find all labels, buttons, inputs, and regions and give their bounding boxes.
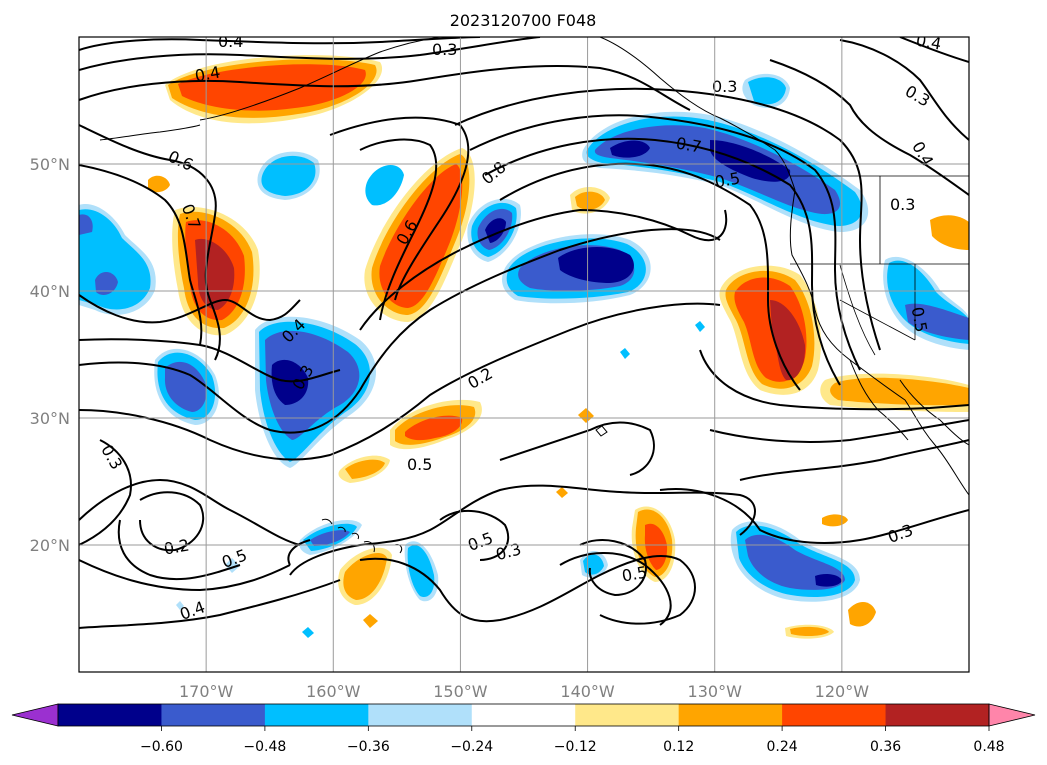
pos-area-small-2 <box>570 186 610 214</box>
colorbar-tick-label: 0.24 <box>767 739 798 755</box>
colorbar-tick-label: 0.48 <box>973 739 1004 755</box>
colorbar-segment <box>264 704 369 726</box>
gulf-california <box>899 379 969 446</box>
colorbar-segment <box>678 704 783 726</box>
neg-area-coast-south <box>883 256 969 350</box>
colorbar-tick-label: −0.36 <box>347 739 390 755</box>
colorbar-extend-high <box>988 703 1036 727</box>
latitude-label: 40°N <box>30 282 70 301</box>
longitude-labels: 170°W 160°W 150°W 140°W 130°W 120°W <box>179 682 869 701</box>
neg-area-sw-islands <box>176 520 439 638</box>
contour-label: 0.2 <box>162 535 190 558</box>
shaded-fields <box>79 55 969 639</box>
colorbar-segment <box>161 704 266 726</box>
neg-area-40n-140w <box>502 234 651 304</box>
contour-label: 0.5 <box>713 168 741 191</box>
contour-label: 0.3 <box>712 77 737 96</box>
alaska-peninsula <box>199 37 441 121</box>
contour-label: 0.4 <box>193 62 221 85</box>
map-frame <box>78 36 970 673</box>
contour-label: 0.3 <box>890 195 915 214</box>
pos-area-small-1 <box>148 175 170 193</box>
contour-label: 0.7 <box>675 133 703 156</box>
colorbar-tick-label: 0.36 <box>870 739 901 755</box>
contour-lines <box>79 37 969 629</box>
longitude-label: 170°W <box>179 682 234 701</box>
colorbar-segment <box>885 704 990 726</box>
colorbar-tick-label: −0.48 <box>243 739 286 755</box>
hawaii-islands <box>321 518 403 554</box>
pos-area-california <box>719 265 821 395</box>
colorbar-tick-label: −0.60 <box>140 739 183 755</box>
colorbar-segment <box>471 704 576 726</box>
latitude-label: 50°N <box>30 155 70 174</box>
longitude-label: 120°W <box>815 682 870 701</box>
pos-area-170w <box>172 206 260 336</box>
pos-area-south-small <box>785 514 876 639</box>
colorbar-segment <box>58 704 162 726</box>
neg-area-west-edge <box>79 204 156 315</box>
colorbar-extend-low <box>11 703 59 727</box>
map-panel: 0.4 0.3 0.4 0.3 0.3 0.4 0.6 0.7 0.6 0.8 … <box>79 31 969 672</box>
colorbar-tick-label: −0.12 <box>554 739 597 755</box>
contour-label: 0.4 <box>218 32 243 51</box>
latitude-label: 20°N <box>30 536 70 555</box>
pos-area-east-edge <box>930 215 969 250</box>
pos-area-aleutian <box>165 55 383 124</box>
longitude-label: 140°W <box>560 682 615 701</box>
colorbar-segment <box>782 704 887 726</box>
longitude-label: 160°W <box>306 682 361 701</box>
contour-label: 0.5 <box>407 455 432 474</box>
neg-area-140w-20n <box>580 321 705 578</box>
neg-area-125w-20n <box>730 521 860 602</box>
colorbar-tick-label: −0.24 <box>450 739 493 755</box>
pos-area-30n-150w <box>338 399 482 483</box>
chart-title: 2023120700 F048 <box>450 11 597 30</box>
gridlines <box>79 37 969 672</box>
longitude-label: 150°W <box>433 682 488 701</box>
longitude-label: 130°W <box>688 682 743 701</box>
neg-area-160w-33n <box>255 316 377 468</box>
state-border-5 <box>839 299 916 341</box>
neg-area-48n-148w <box>467 198 521 262</box>
colorbar-frame <box>57 703 990 727</box>
pos-area-small-3 <box>556 408 594 498</box>
colorbar-segment <box>368 704 473 726</box>
state-border-2 <box>839 264 876 356</box>
colorbar-segment <box>575 704 680 726</box>
contour-label: 0.5 <box>908 305 931 333</box>
contour-label: 0.4 <box>915 31 943 54</box>
neg-area-small-ne <box>742 73 790 108</box>
contour-label: 0.5 <box>620 562 648 585</box>
colorbar-tick-label: 0.12 <box>663 739 694 755</box>
colorbar: −0.60 −0.48 −0.36 −0.24 −0.12 0.12 0.24 0.36 0.4… <box>11 703 1036 755</box>
small-island <box>595 425 608 437</box>
pos-area-160w-south <box>338 547 392 628</box>
latitude-labels: 20°N 30°N 40°N 50°N <box>30 155 70 555</box>
contour-label: 0.3 <box>432 40 457 59</box>
aleutian-chain <box>99 124 201 141</box>
neg-area-ne-pacific <box>582 111 869 232</box>
latitude-label: 30°N <box>30 409 70 428</box>
